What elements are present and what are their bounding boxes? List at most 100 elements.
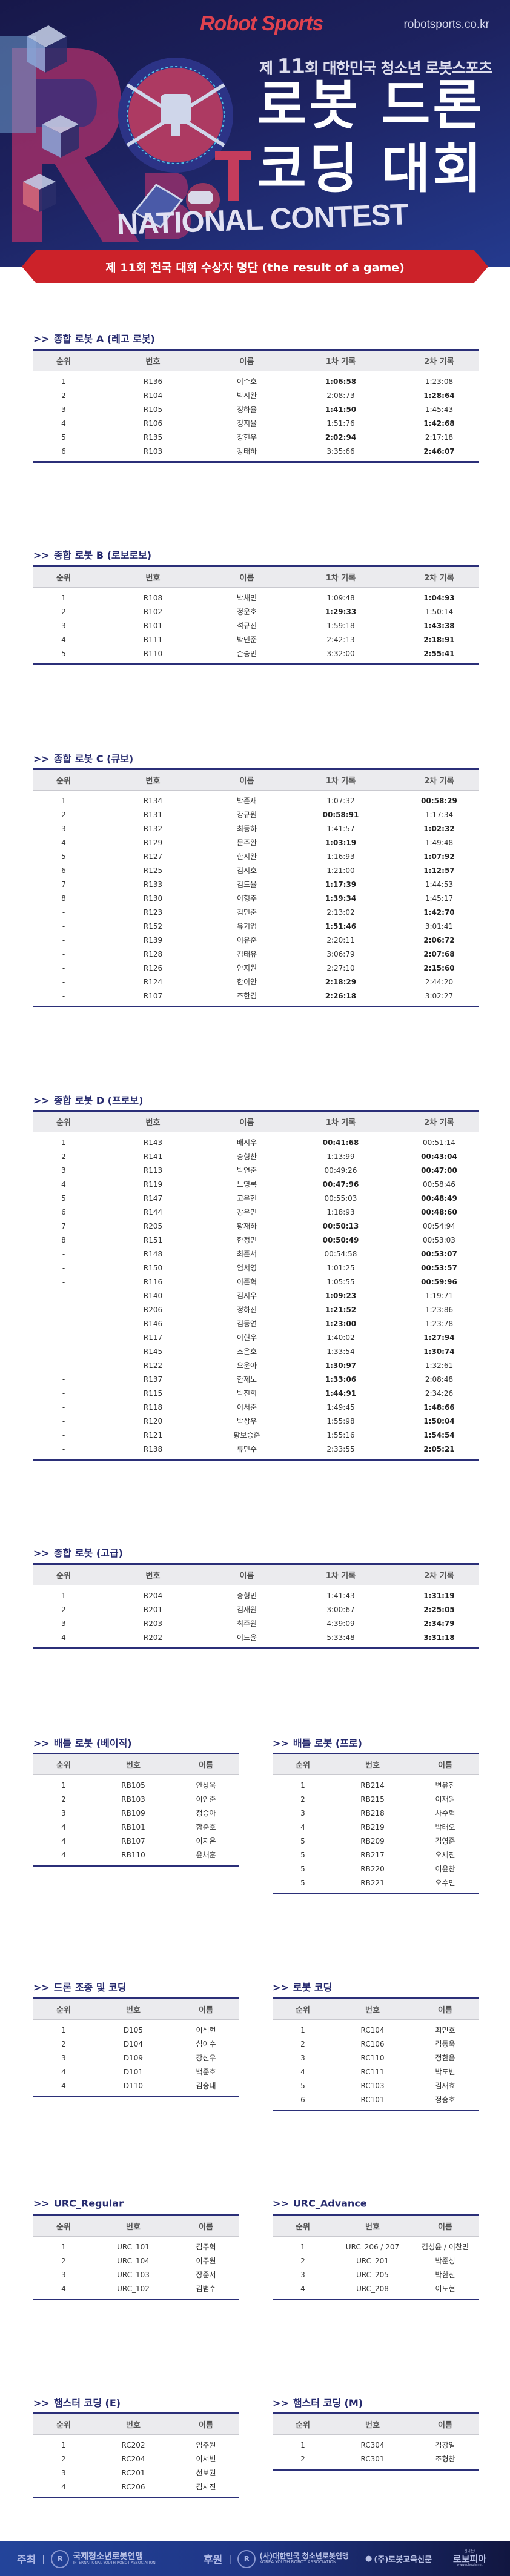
column-header[interactable]: 이름: [212, 769, 282, 791]
column-header[interactable]: 이름: [212, 566, 282, 588]
number-cell: R202: [143, 1633, 163, 1642]
column-header[interactable]: 2차 기록: [400, 769, 479, 791]
record2-cell: 2:34:79: [423, 1619, 455, 1628]
number-cell: R117: [143, 1333, 163, 1342]
record1-cell: 2:13:02: [326, 908, 355, 917]
number-cell: R115: [143, 1389, 163, 1398]
column-header[interactable]: 이름: [173, 2413, 239, 2435]
column-header[interactable]: 2차 기록: [400, 1564, 479, 1585]
column-header[interactable]: 번호: [94, 350, 212, 371]
column-header[interactable]: 이름: [173, 2215, 239, 2237]
rank-cell: 2: [61, 607, 66, 616]
column-header[interactable]: 이름: [412, 1998, 479, 2020]
column-header[interactable]: 순위: [273, 2413, 333, 2435]
column-header[interactable]: 번호: [333, 1998, 412, 2020]
section-title-text: URC_Regular: [53, 2197, 124, 2209]
number-cell: URC_201: [356, 2256, 389, 2265]
number-cell: URC_104: [117, 2256, 150, 2265]
record1-cell: 00:47:96: [322, 1180, 359, 1189]
column-header[interactable]: 번호: [94, 769, 212, 791]
rank-cell: -: [62, 921, 65, 931]
column-header[interactable]: 2차 기록: [400, 350, 479, 371]
robot-drone-illustration: [0, 25, 251, 242]
column-header[interactable]: 이름: [212, 1564, 282, 1585]
column-header[interactable]: 이름: [412, 2215, 479, 2237]
column-header[interactable]: 순위: [33, 769, 94, 791]
rank-cell: 5: [300, 1864, 305, 1873]
record2-cell: 2:18:91: [423, 635, 455, 644]
rank-cell: 5: [300, 1836, 305, 1845]
column-header[interactable]: 번호: [333, 1753, 412, 1775]
rank-cell: 7: [61, 1221, 66, 1230]
column-header[interactable]: 번호: [94, 566, 212, 588]
column-header[interactable]: 순위: [273, 2215, 333, 2237]
table-row: 2 RC106 김동욱: [273, 2037, 479, 2051]
column-header[interactable]: 번호: [94, 1110, 212, 1132]
number-cell: RB220: [360, 1864, 385, 1873]
column-header[interactable]: 1차 기록: [282, 350, 400, 371]
rank-cell: 3: [61, 1619, 66, 1628]
name-cell: 변유진: [435, 1781, 455, 1790]
column-header[interactable]: 1차 기록: [282, 1110, 400, 1132]
rank-cell: 1: [61, 1138, 66, 1147]
column-header[interactable]: 번호: [94, 2413, 173, 2435]
column-header[interactable]: 번호: [94, 1998, 173, 2020]
column-header[interactable]: 순위: [273, 1998, 333, 2020]
table-row: 1 RB105 안상욱: [33, 1775, 239, 1793]
name-cell: 이재원: [435, 1795, 455, 1804]
column-header[interactable]: 순위: [33, 1998, 94, 2020]
rank-cell: 5: [61, 852, 66, 861]
column-header[interactable]: 순위: [33, 1753, 94, 1775]
number-cell: R106: [143, 419, 163, 428]
column-header[interactable]: 이름: [412, 1753, 479, 1775]
column-header[interactable]: 번호: [94, 1564, 212, 1585]
column-header[interactable]: 순위: [33, 566, 94, 588]
column-header[interactable]: 순위: [33, 1110, 94, 1132]
record2-cell: 00:58:46: [423, 1180, 455, 1189]
column-header[interactable]: 순위: [273, 1753, 333, 1775]
column-header[interactable]: 1차 기록: [282, 1564, 400, 1585]
record2-cell: 1:04:93: [423, 593, 455, 602]
number-cell: R146: [143, 1319, 163, 1328]
column-header[interactable]: 번호: [94, 1753, 173, 1775]
record2-cell: 2:08:48: [425, 1375, 454, 1384]
number-cell: URC_208: [356, 2284, 389, 2293]
column-header[interactable]: 이름: [212, 350, 282, 371]
subtitle-prefix: 제: [259, 59, 273, 77]
number-cell: URC_205: [356, 2270, 389, 2279]
name-cell: 박진희: [236, 1389, 257, 1398]
column-header[interactable]: 이름: [173, 1998, 239, 2020]
number-cell: RB109: [121, 1808, 145, 1817]
name-cell: 김범수: [196, 2285, 216, 2293]
column-header[interactable]: 이름: [212, 1110, 282, 1132]
number-cell: R122: [143, 1361, 163, 1370]
column-header[interactable]: 번호: [94, 2215, 173, 2237]
column-header[interactable]: 1차 기록: [282, 769, 400, 791]
rank-cell: 2: [61, 2039, 66, 2048]
site-url[interactable]: robotsports.co.kr: [403, 18, 490, 31]
column-header[interactable]: 순위: [33, 350, 94, 371]
chevrons-icon: >>: [33, 1547, 50, 1559]
column-header[interactable]: 2차 기록: [400, 1110, 479, 1132]
column-header[interactable]: 이름: [412, 2413, 479, 2435]
column-header[interactable]: 순위: [33, 1564, 94, 1585]
rank-cell: -: [62, 1403, 65, 1412]
column-header[interactable]: 순위: [33, 2413, 94, 2435]
column-header[interactable]: 1차 기록: [282, 566, 400, 588]
column-header[interactable]: 번호: [333, 2215, 412, 2237]
number-cell: D105: [123, 2025, 144, 2034]
rank-cell: 2: [300, 2256, 305, 2265]
column-header[interactable]: 이름: [173, 1753, 239, 1775]
record1-cell: 2:18:29: [325, 977, 357, 986]
column-header[interactable]: 번호: [333, 2413, 412, 2435]
rank-cell: -: [62, 1416, 65, 1426]
name-cell: 박도빈: [435, 2068, 455, 2076]
name-cell: 한지완: [236, 852, 257, 861]
record1-cell: 1:03:19: [325, 838, 357, 847]
column-header[interactable]: 순위: [33, 2215, 94, 2237]
column-header[interactable]: 2차 기록: [400, 566, 479, 588]
name-cell: 최민호: [435, 2026, 455, 2034]
separator: |: [228, 2553, 232, 2564]
name-cell: 조한겸: [236, 992, 257, 1000]
record1-cell: 1:44:91: [325, 1389, 357, 1398]
